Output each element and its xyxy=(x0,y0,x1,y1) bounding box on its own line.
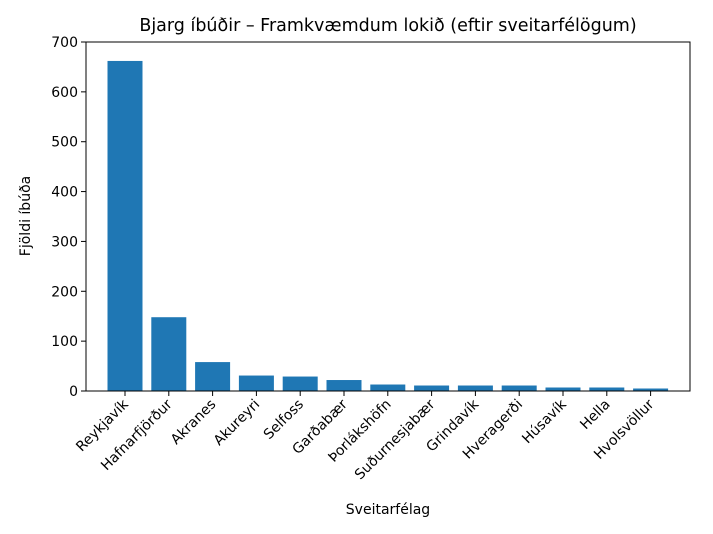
x-tick-label: Suðurnesjabær xyxy=(352,396,439,483)
y-tick-label: 500 xyxy=(51,135,78,151)
bar xyxy=(151,317,187,391)
y-axis-label: Fjöldi íbúða xyxy=(18,176,34,256)
bar xyxy=(545,387,581,391)
y-axis: 0 100 200 300 400 500 600 700 xyxy=(51,35,86,400)
x-axis: ReykjavíkHafnarfjörðurAkranesAkureyriSel… xyxy=(73,391,658,483)
x-tick-label: Akureyri xyxy=(211,397,263,449)
bar xyxy=(501,385,537,391)
bars xyxy=(107,60,669,392)
bar xyxy=(370,384,406,391)
y-tick-label: 100 xyxy=(51,334,78,350)
bar xyxy=(238,375,274,391)
y-tick-label: 600 xyxy=(51,85,78,101)
y-tick-label: 200 xyxy=(51,284,78,300)
y-tick-label: 300 xyxy=(51,234,78,250)
x-axis-label: Sveitarfélag xyxy=(346,502,430,518)
x-tick-label: Húsavík xyxy=(519,396,570,447)
x-tick-label: Hella xyxy=(577,397,613,433)
chart-title: Bjarg íbúðir – Framkvæmdum lokið (eftir … xyxy=(139,16,636,36)
bar xyxy=(414,385,450,391)
y-tick-label: 0 xyxy=(69,384,78,400)
plot-frame xyxy=(85,41,691,392)
x-tick-label: Akranes xyxy=(168,397,219,448)
bar xyxy=(107,60,143,392)
bar xyxy=(326,380,362,391)
y-tick-label: 700 xyxy=(51,35,78,51)
bar xyxy=(589,387,625,391)
bar xyxy=(633,388,669,391)
y-tick-label: 400 xyxy=(51,185,78,201)
bar xyxy=(457,385,493,391)
bar xyxy=(282,376,318,391)
bar xyxy=(195,362,231,391)
